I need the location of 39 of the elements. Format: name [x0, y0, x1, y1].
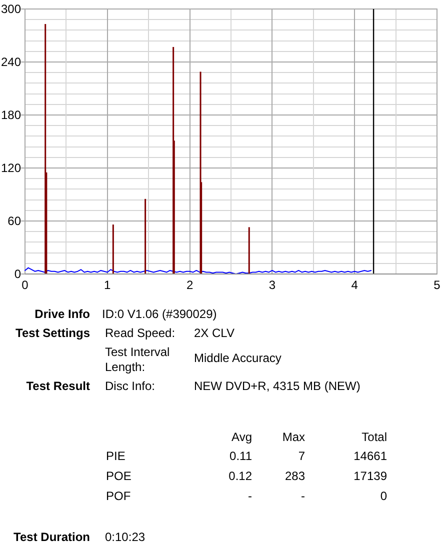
- text: Read Speed:: [105, 326, 176, 341]
- text: -: [301, 489, 305, 503]
- text: 0:10:23: [105, 530, 146, 545]
- text: NEW DVD+R, 4315 MB (NEW): [194, 379, 360, 394]
- y-tick-label: 240: [0, 55, 22, 70]
- x-tick-label: 3: [268, 278, 276, 292]
- text: 0: [380, 489, 387, 503]
- line-series: [24, 267, 372, 274]
- text: Test Duration: [14, 530, 90, 545]
- text: 2X CLV: [194, 326, 234, 341]
- category-label: Total: [362, 430, 387, 445]
- y-tick-label: 120: [0, 161, 22, 176]
- category-label: PIE: [106, 449, 126, 463]
- y-tick-label: 0: [14, 267, 22, 282]
- x-tick-label: 2: [186, 278, 194, 292]
- text: Middle Accuracy: [194, 351, 282, 366]
- category-label: POF: [106, 489, 131, 503]
- text: Test Result: [26, 379, 90, 394]
- category-label: POE: [106, 469, 132, 483]
- text: Test Interval Length:: [105, 345, 171, 375]
- text: 283: [284, 469, 305, 483]
- text: 14661: [354, 449, 387, 463]
- y-tick-label: 300: [0, 2, 22, 16]
- text: Drive Info: [34, 307, 90, 322]
- x-tick-label: 1: [104, 278, 112, 292]
- text: 0.12: [228, 469, 252, 483]
- category-label: Max: [282, 430, 305, 445]
- text: -: [248, 489, 252, 503]
- y-tick-label: 180: [0, 108, 22, 122]
- text: 0.11: [230, 449, 252, 463]
- text: Test Settings: [16, 326, 90, 341]
- text: 7: [298, 449, 305, 463]
- text: ID:0 V1.06 (#390029): [102, 307, 217, 322]
- text: Disc Info:: [105, 379, 156, 394]
- text: 17139: [354, 469, 387, 483]
- category-label: Avg: [232, 430, 252, 445]
- x-tick-label: 4: [351, 278, 358, 292]
- y-tick-label: 60: [8, 214, 22, 228]
- x-tick-label: 5: [434, 278, 441, 292]
